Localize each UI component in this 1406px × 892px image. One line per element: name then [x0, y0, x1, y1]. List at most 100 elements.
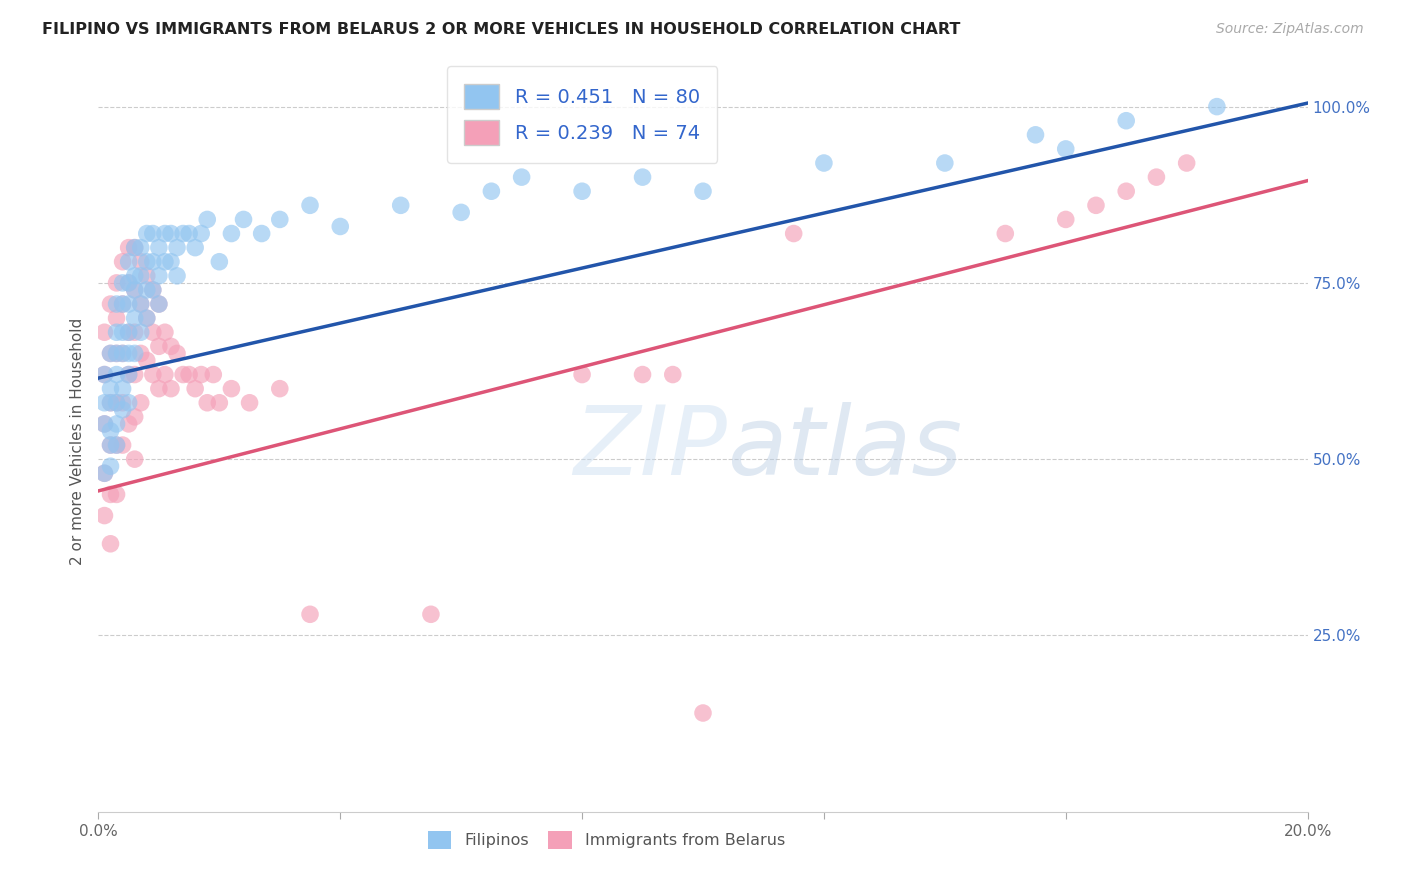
Point: [166, 241, 188, 255]
Point: [631, 170, 654, 185]
Point: [124, 368, 146, 382]
Point: [100, 382, 122, 396]
Point: [195, 396, 218, 410]
Point: [100, 346, 122, 360]
Point: [129, 297, 152, 311]
Point: [111, 297, 134, 311]
Point: [129, 268, 152, 283]
Point: [420, 607, 443, 622]
Point: [105, 311, 128, 326]
Point: [160, 382, 183, 396]
Text: ZIP: ZIP: [574, 402, 727, 495]
Point: [111, 396, 134, 410]
Point: [1175, 156, 1198, 170]
Point: [1085, 198, 1108, 212]
Point: [100, 297, 122, 311]
Point: [100, 396, 122, 410]
Point: [111, 297, 134, 311]
Point: [190, 368, 212, 382]
Point: [118, 396, 141, 410]
Point: [118, 325, 141, 339]
Point: [124, 325, 146, 339]
Point: [148, 382, 170, 396]
Point: [142, 283, 165, 297]
Point: [100, 459, 122, 474]
Point: [135, 353, 157, 368]
Point: [1115, 184, 1137, 198]
Point: [100, 438, 122, 452]
Point: [450, 205, 472, 219]
Point: [172, 368, 194, 382]
Point: [208, 254, 231, 268]
Point: [118, 346, 141, 360]
Point: [93, 325, 115, 339]
Point: [105, 487, 128, 501]
Point: [692, 706, 714, 720]
Point: [166, 268, 188, 283]
Point: [250, 227, 273, 241]
Point: [100, 537, 122, 551]
Point: [105, 438, 128, 452]
Point: [160, 254, 183, 268]
Point: [692, 184, 714, 198]
Point: [93, 396, 115, 410]
Point: [221, 227, 243, 241]
Point: [1024, 128, 1046, 142]
Point: [148, 297, 170, 311]
Point: [118, 368, 141, 382]
Point: [100, 487, 122, 501]
Point: [111, 402, 134, 417]
Point: [93, 417, 115, 431]
Point: [118, 254, 141, 268]
Point: [135, 311, 157, 326]
Point: [124, 241, 146, 255]
Point: [160, 227, 183, 241]
Point: [389, 198, 412, 212]
Point: [118, 417, 141, 431]
Point: [93, 508, 115, 523]
Point: [994, 227, 1017, 241]
Point: [93, 417, 115, 431]
Point: [1144, 170, 1167, 185]
Point: [1206, 100, 1229, 114]
Point: [124, 409, 146, 424]
Point: [153, 254, 176, 268]
Point: [111, 346, 134, 360]
Point: [179, 368, 201, 382]
Point: [481, 184, 503, 198]
Point: [202, 368, 225, 382]
Point: [129, 396, 152, 410]
Point: [142, 254, 165, 268]
Point: [129, 254, 152, 268]
Point: [135, 268, 157, 283]
Y-axis label: 2 or more Vehicles in Household: 2 or more Vehicles in Household: [69, 318, 84, 566]
Point: [166, 346, 188, 360]
Point: [142, 283, 165, 297]
Text: FILIPINO VS IMMIGRANTS FROM BELARUS 2 OR MORE VEHICLES IN HOUSEHOLD CORRELATION : FILIPINO VS IMMIGRANTS FROM BELARUS 2 OR…: [42, 22, 960, 37]
Point: [93, 467, 115, 481]
Point: [783, 227, 806, 241]
Point: [124, 268, 146, 283]
Point: [661, 368, 683, 382]
Point: [135, 227, 157, 241]
Point: [195, 212, 218, 227]
Point: [100, 438, 122, 452]
Point: [153, 325, 176, 339]
Point: [100, 424, 122, 438]
Point: [124, 283, 146, 297]
Point: [153, 368, 176, 382]
Point: [160, 339, 183, 353]
Point: [111, 346, 134, 360]
Point: [135, 254, 157, 268]
Point: [111, 382, 134, 396]
Point: [124, 452, 146, 467]
Point: [105, 396, 128, 410]
Point: [129, 325, 152, 339]
Point: [179, 227, 201, 241]
Point: [124, 311, 146, 326]
Point: [142, 227, 165, 241]
Point: [105, 346, 128, 360]
Point: [190, 227, 212, 241]
Point: [111, 438, 134, 452]
Point: [1054, 212, 1077, 227]
